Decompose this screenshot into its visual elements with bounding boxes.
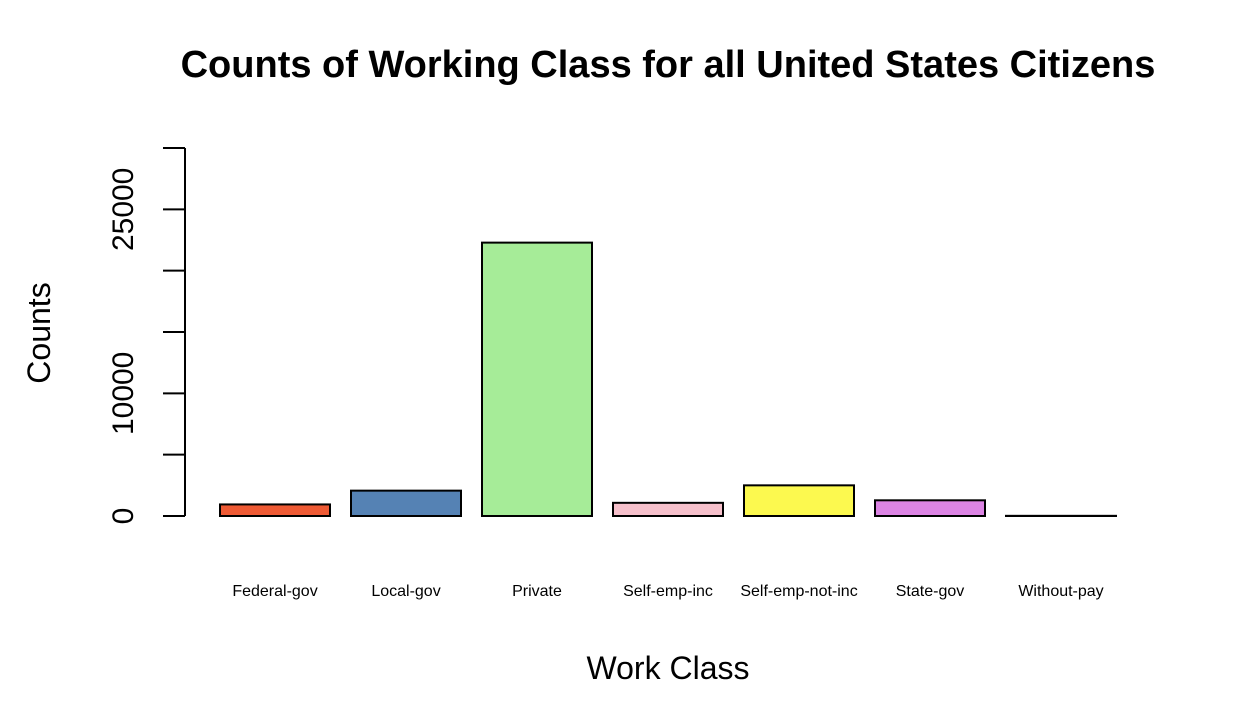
y-axis-title: Counts: [21, 282, 57, 383]
x-tick-label: Local-gov: [371, 583, 440, 600]
y-tick-label: 25000: [107, 168, 140, 251]
bar-state-gov: [875, 500, 985, 516]
x-tick-label: Self-emp-inc: [623, 583, 713, 600]
x-tick-label: Private: [512, 583, 562, 600]
x-tick-label: Without-pay: [1018, 583, 1103, 600]
x-tick-label: Federal-gov: [232, 583, 317, 600]
x-axis-title: Work Class: [587, 650, 750, 686]
bar-self-emp-not-inc: [744, 485, 854, 516]
y-axis: 0 10000 25000: [107, 148, 185, 524]
bars-group: [220, 243, 1116, 516]
x-tick-label: State-gov: [896, 583, 964, 600]
bar-local-gov: [351, 491, 461, 516]
bar-self-emp-inc: [613, 503, 723, 516]
y-tick-label: 10000: [107, 352, 140, 435]
y-tick-label: 0: [107, 508, 140, 525]
bar-federal-gov: [220, 504, 330, 516]
x-tick-labels: Federal-gov Local-gov Private Self-emp-inc S…: [232, 583, 1103, 600]
x-tick-label: Self-emp-not-inc: [740, 583, 857, 600]
chart-title: Counts of Working Class for all United S…: [181, 44, 1156, 86]
bar-private: [482, 243, 592, 516]
